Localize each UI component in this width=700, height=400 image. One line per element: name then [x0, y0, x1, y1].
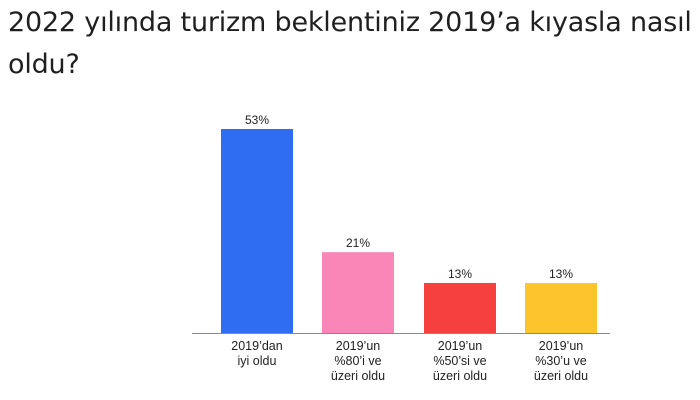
category-label-3-line-2: üzeri oldu — [534, 369, 588, 383]
category-label-0-line-1: iyi oldu — [238, 354, 277, 368]
bar-1 — [322, 252, 394, 333]
value-label-2: 13% — [448, 267, 472, 281]
category-label-1-line-0: 2019’un — [336, 339, 381, 353]
category-label-2-line-2: üzeri oldu — [433, 369, 487, 383]
category-label-3-line-1: %30’u ve — [535, 354, 586, 368]
category-label-2-line-1: %50’si ve — [433, 354, 486, 368]
chart-title: 2022 yılında turizm beklentiniz 2019’a k… — [8, 7, 692, 80]
category-label-1-line-2: üzeri oldu — [331, 369, 385, 383]
category-label-1-line-1: %80’i ve — [334, 354, 381, 368]
value-label-1: 21% — [346, 236, 370, 250]
value-label-3: 13% — [549, 267, 573, 281]
value-label-0: 53% — [245, 113, 269, 127]
bar-2 — [424, 282, 496, 333]
category-label-0-line-0: 2019’dan — [231, 339, 282, 353]
category-label-2-line-0: 2019’un — [438, 339, 483, 353]
bar-0 — [221, 129, 293, 333]
category-label-3-line-0: 2019’un — [539, 339, 584, 353]
bar-3 — [525, 282, 597, 333]
